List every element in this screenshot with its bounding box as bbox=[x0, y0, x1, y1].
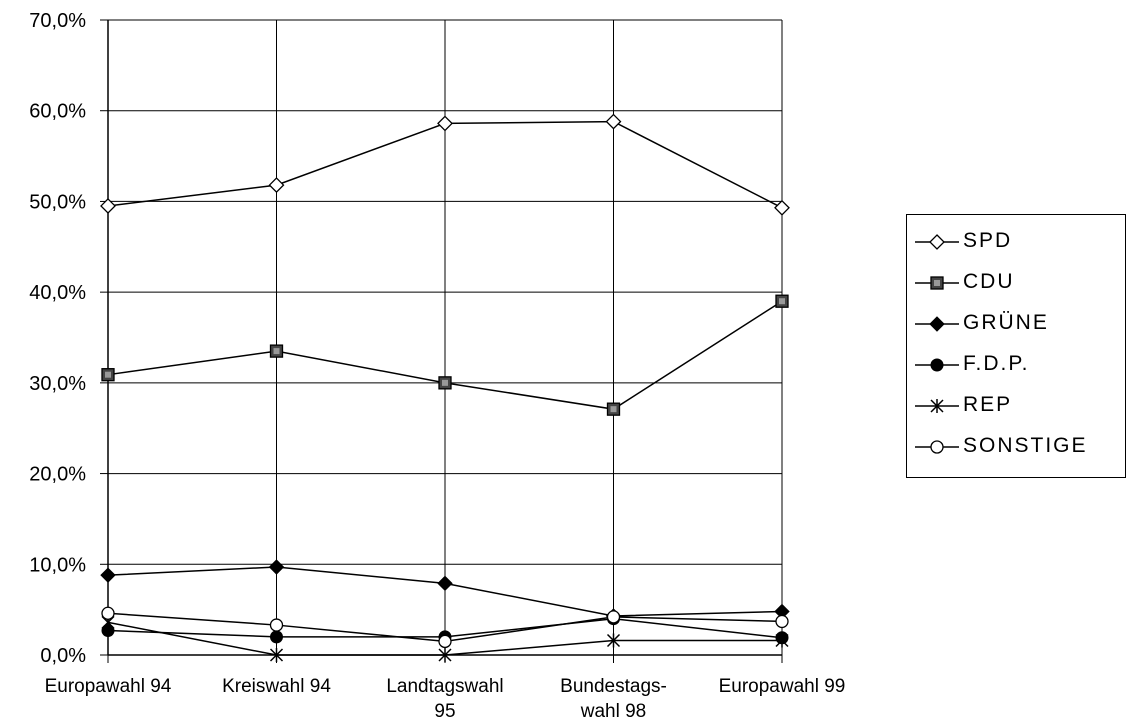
legend-swatch bbox=[915, 316, 959, 332]
data-point-rep bbox=[269, 648, 284, 662]
data-point-cdu bbox=[101, 368, 115, 382]
y-tick-label: 50,0% bbox=[29, 191, 86, 213]
data-point-sonstige bbox=[606, 610, 621, 624]
legend-swatch bbox=[915, 440, 959, 454]
y-tick-labels: 0,0% 10,0% 20,0% 30,0% 40,0% 50,0% 60,0% 70,0% bbox=[29, 10, 86, 667]
data-point-cdu bbox=[269, 344, 284, 358]
x-tick-label: Bundestags-wahl 98 bbox=[560, 676, 667, 722]
legend-swatch bbox=[915, 276, 959, 290]
y-tick-label: 60,0% bbox=[29, 101, 86, 123]
y-tick-label: 10,0% bbox=[29, 554, 86, 576]
data-point-f-d-p bbox=[270, 630, 283, 644]
legend-item: REP bbox=[907, 391, 1127, 421]
legend-marker bbox=[930, 440, 944, 454]
legend-label: GRÜNE bbox=[963, 311, 1049, 334]
data-point-sonstige bbox=[101, 606, 115, 620]
legend-item: SONSTIGE bbox=[907, 432, 1127, 462]
data-point-rep bbox=[606, 633, 621, 648]
y-tick-label: 70,0% bbox=[29, 10, 86, 32]
legend-marker bbox=[930, 399, 944, 413]
legend-item: CDU bbox=[907, 268, 1127, 298]
y-tick-label: 30,0% bbox=[29, 373, 86, 395]
x-tick-label: Europawahl 94 bbox=[45, 676, 172, 697]
data-point-spd bbox=[605, 113, 622, 130]
data-point-gr-ne bbox=[268, 559, 285, 575]
legend-swatch bbox=[915, 234, 959, 250]
data-point-spd bbox=[774, 199, 790, 216]
data-point-rep bbox=[438, 648, 452, 662]
x-tick-label: Landtagswahl 95 bbox=[386, 676, 503, 722]
data-point-sonstige bbox=[775, 614, 789, 629]
legend-marker bbox=[929, 316, 945, 332]
grid-lines bbox=[107, 19, 783, 656]
y-tick-label: 20,0% bbox=[29, 464, 86, 486]
series-lines bbox=[100, 113, 790, 662]
data-point-cdu bbox=[606, 402, 621, 416]
legend: SPD CDU GRÜNE F.D.P. REP SONSTIGE bbox=[906, 214, 1126, 478]
legend-marker bbox=[930, 358, 944, 372]
legend-item: SPD bbox=[907, 227, 1127, 257]
x-tick-labels: Europawahl 94 Kreiswahl 94 Landtagswahl 95 B… bbox=[45, 676, 846, 722]
y-tick-label: 0,0% bbox=[40, 645, 86, 667]
legend-marker bbox=[929, 234, 945, 250]
legend-label: F.D.P. bbox=[963, 352, 1030, 375]
legend-marker bbox=[930, 276, 944, 290]
y-tick-label: 40,0% bbox=[29, 282, 86, 304]
data-point-spd bbox=[268, 177, 285, 194]
legend-swatch bbox=[915, 358, 959, 372]
legend-swatch bbox=[915, 399, 959, 413]
data-point-gr-ne bbox=[100, 567, 116, 583]
legend-label: SONSTIGE bbox=[963, 434, 1088, 457]
legend-label: SPD bbox=[963, 229, 1013, 252]
data-point-sonstige bbox=[438, 634, 452, 649]
data-point-spd bbox=[437, 115, 453, 132]
axes bbox=[100, 19, 783, 663]
data-point-sonstige bbox=[269, 618, 284, 632]
data-point-rep bbox=[775, 633, 789, 648]
legend-label: REP bbox=[963, 393, 1013, 416]
legend-item: GRÜNE bbox=[907, 309, 1127, 339]
legend-item: F.D.P. bbox=[907, 350, 1127, 380]
x-tick-label: Europawahl 99 bbox=[719, 676, 846, 697]
x-tick-label: Kreiswahl 94 bbox=[222, 676, 331, 697]
data-point-cdu bbox=[438, 376, 452, 390]
legend-label: CDU bbox=[963, 270, 1015, 293]
data-point-spd bbox=[100, 198, 116, 214]
data-point-gr-ne bbox=[437, 575, 453, 592]
data-point-cdu bbox=[775, 294, 789, 308]
